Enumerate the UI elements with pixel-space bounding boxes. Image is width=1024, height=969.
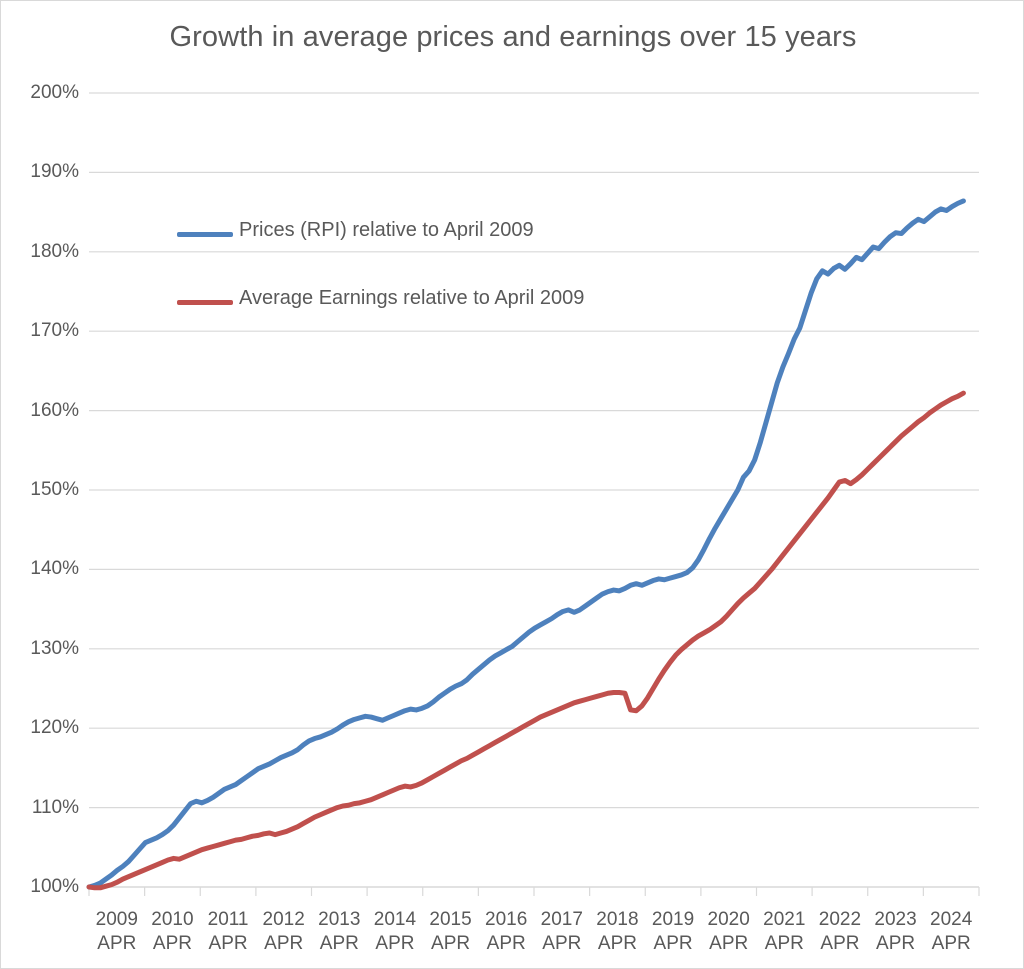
x-axis-month-label: APR (820, 932, 860, 954)
chart-title: Growth in average prices and earnings ov… (169, 21, 857, 53)
y-axis-tick-label: 140% (30, 558, 79, 580)
x-axis-month-label: APR (431, 932, 471, 954)
x-axis-month-label: APR (375, 932, 415, 954)
x-axis-month-label: APR (876, 932, 916, 954)
x-axis-tick-label: 2009 APR (77, 908, 157, 956)
x-axis-year-label: 2012 (262, 909, 305, 930)
chart-legend: Prices (RPI) relative to April 2009 Avera… (177, 219, 607, 355)
x-axis-tick-label: 2015 APR (411, 908, 491, 956)
legend-line-swatch-icon (177, 300, 233, 305)
y-axis-tick-label: 200% (30, 82, 79, 103)
x-axis-year-label: 2019 (651, 909, 695, 930)
x-axis-tick-label: 2012 APR (244, 908, 324, 956)
x-axis-year-label: 2021 (763, 909, 806, 930)
x-axis-year-label: 2013 (318, 909, 361, 930)
y-axis-tick-label: 130% (30, 637, 79, 659)
x-axis-month-label: APR (486, 932, 526, 954)
x-axis-tick-label: 2024 APR (911, 908, 991, 956)
x-axis-year-label: 2023 (874, 909, 917, 930)
y-axis: 100% 110% 120% 130% 140% 150% 160% 170% 180% 190%… (9, 1, 79, 968)
x-axis-month-label: APR (542, 932, 582, 954)
x-axis-tick-label: 2011 APR (188, 908, 268, 956)
x-axis-year-label: 2018 (596, 909, 639, 930)
legend-entry[interactable]: Average Earnings relative to April 2009 (177, 287, 607, 355)
y-axis-tick-label: 100% (30, 876, 79, 897)
x-axis-tick-label: 2013 APR (299, 908, 379, 956)
series-line-prices (86, 198, 966, 890)
x-axis-year-label: 2016 (485, 909, 528, 930)
y-axis-tick-label: 170% (30, 320, 79, 342)
x-axis-year-label: 2024 (930, 909, 973, 930)
x-axis-year-label: 2011 (207, 909, 249, 930)
x-axis-tick-label: 2022 APR (800, 908, 880, 956)
legend-label: Prices (RPI) relative to April 2009 (239, 219, 534, 241)
x-axis-tick-label: 2010 APR (132, 908, 212, 956)
legend-label: Average Earnings relative to April 2009 (239, 287, 585, 309)
y-axis-tick-label: 150% (30, 479, 79, 500)
x-axis-month-label: APR (653, 932, 693, 954)
x-axis-month-label: APR (208, 932, 248, 954)
series-line-earnings (86, 390, 966, 891)
y-axis-tick-label: 190% (30, 161, 79, 183)
x-axis-year-label: 2009 (95, 909, 138, 930)
x-axis-ticks (88, 887, 980, 896)
y-axis-tick-label: 180% (30, 240, 79, 262)
x-axis-month-label: APR (931, 932, 971, 954)
x-axis-month-label: APR (764, 932, 804, 954)
legend-line-swatch-icon (177, 232, 233, 237)
x-axis-month-label: APR (97, 932, 137, 954)
x-axis-tick-label: 2017 APR (522, 908, 602, 956)
legend-entry[interactable]: Prices (RPI) relative to April 2009 (177, 219, 607, 287)
x-axis-tick-label: 2020 APR (689, 908, 769, 956)
x-axis-tick-label: 2016 APR (466, 908, 546, 956)
x-axis-month-label: APR (597, 932, 637, 954)
gridlines (89, 92, 979, 888)
y-axis-tick-label: 120% (30, 717, 79, 739)
data-series (86, 198, 966, 891)
x-axis-tick-label: 2014 APR (355, 908, 435, 956)
x-axis: 2009 APR 2010 APR 2011 APR 2012 APR 2013 APR 2014 A… (1, 900, 1023, 968)
x-axis-month-label: APR (152, 932, 192, 954)
x-axis-month-label: APR (264, 932, 304, 954)
x-axis-month-label: APR (319, 932, 359, 954)
x-axis-month-label: APR (709, 932, 749, 954)
y-axis-tick-label: 110% (31, 796, 79, 818)
x-axis-tick-label: 2023 APR (856, 908, 936, 956)
x-axis-tick-label: 2019 APR (633, 908, 713, 956)
x-axis-year-label: 2010 (151, 909, 194, 930)
x-axis-year-label: 2015 (429, 909, 472, 930)
x-axis-year-label: 2017 (540, 909, 583, 930)
x-axis-year-label: 2014 (373, 909, 417, 930)
y-axis-tick-label: 160% (30, 399, 79, 421)
x-axis-year-label: 2020 (707, 909, 750, 930)
x-axis-tick-label: 2018 APR (577, 908, 657, 956)
x-axis-year-label: 2022 (818, 909, 862, 930)
x-axis-tick-label: 2021 APR (744, 908, 824, 956)
